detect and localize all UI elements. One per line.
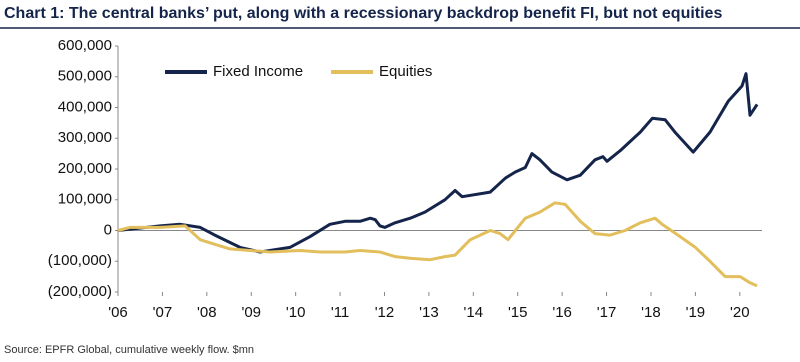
series-line	[117, 201, 758, 288]
y-tick-label: 300,000	[58, 129, 112, 146]
x-tick-label: '06	[108, 304, 128, 321]
series-line	[117, 72, 759, 254]
legend-label: Equities	[379, 63, 432, 80]
y-tick-label: 400,000	[58, 98, 112, 115]
x-tick-label: '16	[552, 304, 572, 321]
x-tick-label: '20	[730, 304, 750, 321]
y-tick-label: 100,000	[58, 191, 112, 208]
x-tick-label: '14	[464, 304, 484, 321]
x-tick-label: '17	[597, 304, 617, 321]
x-tick-label: '13	[419, 304, 439, 321]
y-tick-label: 0	[104, 221, 112, 238]
legend-label: Fixed Income	[213, 63, 303, 80]
y-tick-label: 200,000	[58, 160, 112, 177]
x-tick-label: '09	[241, 304, 261, 321]
x-tick-label: '07	[153, 304, 173, 321]
y-tick-label: (200,000)	[48, 283, 112, 300]
x-tick-label: '08	[197, 304, 217, 321]
x-tick-label: '12	[375, 304, 395, 321]
x-tick-label: '18	[641, 304, 661, 321]
x-tick-label: '15	[508, 304, 528, 321]
x-tick-label: '19	[686, 304, 706, 321]
x-tick-label: '10	[286, 304, 306, 321]
source-note: Source: EPFR Global, cumulative weekly f…	[4, 344, 254, 356]
x-tick-label: '11	[331, 304, 349, 321]
y-tick-label: (100,000)	[48, 252, 112, 269]
chart-title: Chart 1: The central banks’ put, along w…	[4, 5, 722, 22]
y-tick-label: 600,000	[58, 37, 112, 54]
y-tick-label: 500,000	[58, 68, 112, 85]
